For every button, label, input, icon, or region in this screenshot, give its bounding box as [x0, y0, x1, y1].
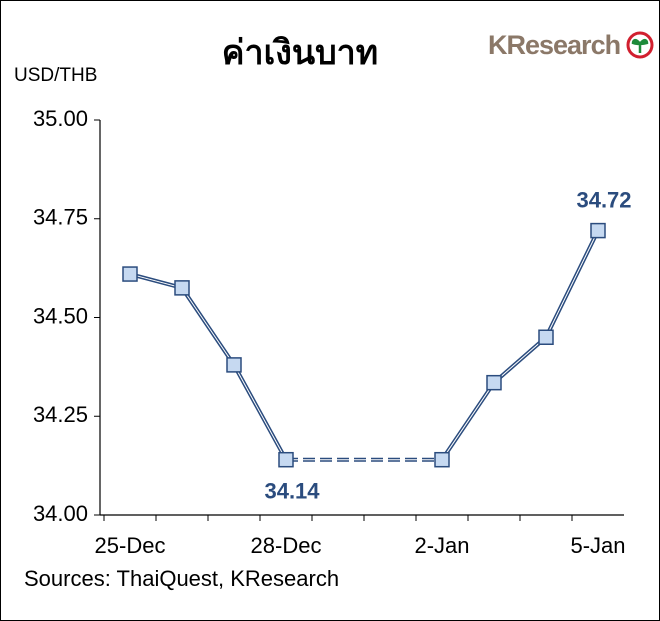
- marker: [486, 374, 502, 391]
- marker: [226, 357, 242, 373]
- y-tick-label: 35.00: [33, 106, 88, 131]
- logo: KResearch: [488, 30, 620, 60]
- y-tick-label: 34.75: [33, 205, 88, 230]
- marker: [174, 280, 190, 296]
- marker: [538, 329, 554, 345]
- data-label: 34.72: [576, 187, 631, 212]
- marker: [122, 266, 138, 282]
- x-tick-label: 25-Dec: [95, 533, 166, 558]
- y-axis-label: USD/THB: [14, 65, 97, 86]
- y-tick-label: 34.50: [33, 303, 88, 328]
- x-tick-label: 5-Jan: [570, 533, 625, 558]
- source-note: Sources: ThaiQuest, KResearch: [24, 566, 339, 591]
- chart-title: ค่าเงินบาท: [222, 34, 378, 72]
- marker: [590, 222, 606, 239]
- logo-icon: [626, 31, 654, 59]
- series-line-inner: [129, 230, 599, 460]
- marker: [278, 451, 294, 468]
- data-label: 34.14: [264, 479, 320, 504]
- x-tick-label: 2-Jan: [414, 533, 469, 558]
- marker: [434, 451, 450, 468]
- y-tick-label: 34.25: [33, 402, 88, 427]
- x-tick-label: 28-Dec: [251, 533, 322, 558]
- y-tick-label: 34.00: [33, 501, 88, 526]
